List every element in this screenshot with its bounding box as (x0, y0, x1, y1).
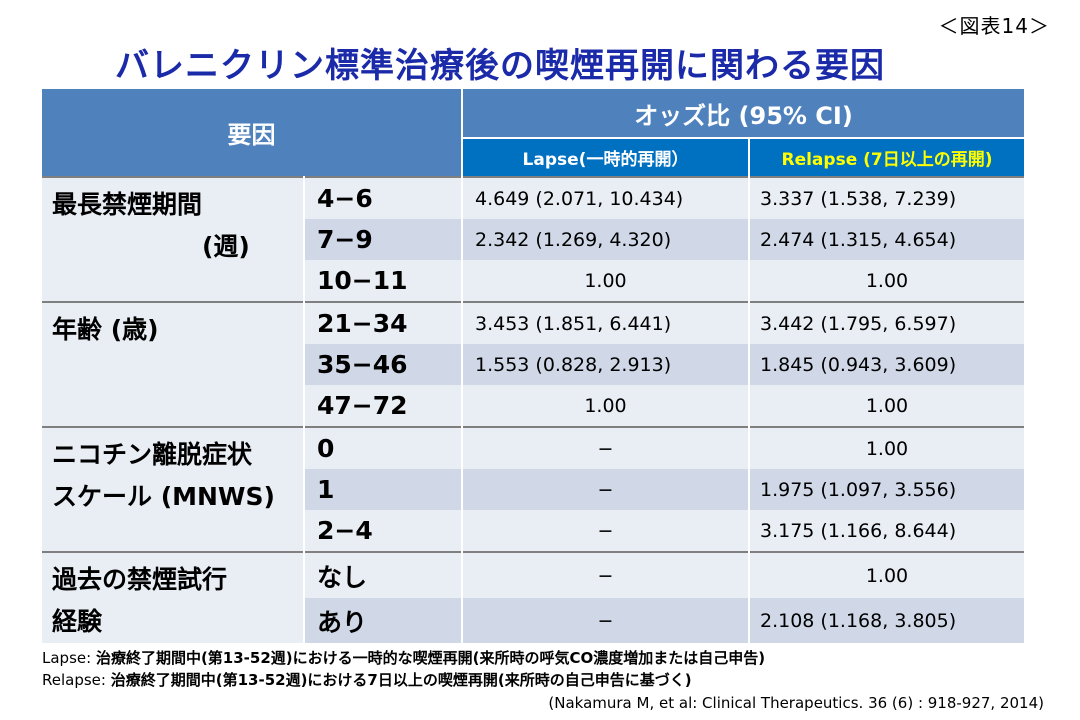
relapse-cell: 2.108 (1.168, 3.805) (749, 598, 1025, 643)
header-lapse: Lapse(一時的再開） (462, 138, 750, 177)
level-cell: 35−46 (304, 344, 463, 385)
group-label: 年齢 (歳) (42, 301, 305, 427)
relapse-definition: 治療終了期間中(第13-52週)における7日以上の喫煙再開(来所時の自己申告に基… (110, 671, 692, 689)
lapse-cell: − (462, 510, 750, 552)
level-cell: 47−72 (304, 385, 463, 427)
level-cell: 2−4 (304, 510, 463, 552)
table-row: 1 − 1.975 (1.097, 3.556) (42, 469, 1025, 510)
relapse-cell: 2.474 (1.315, 4.654) (749, 219, 1025, 260)
relapse-cell: 1.975 (1.097, 3.556) (749, 469, 1025, 510)
level-cell: あり (304, 598, 463, 643)
group-label-main: 年齢 (歳) (52, 315, 159, 344)
lapse-cell: 3.453 (1.851, 6.441) (462, 301, 750, 344)
group-label-sub: (週) (202, 232, 250, 261)
group-label-main: 過去の禁煙試行 (52, 565, 228, 594)
table-row: 年齢 (歳) 21−34 3.453 (1.851, 6.441) 3.442 … (42, 301, 1025, 427)
level-cell: 21−34 (304, 301, 463, 344)
header-factor: 要因 (42, 89, 463, 177)
level-cell: なし (304, 550, 463, 599)
table-row: あり − 2.108 (1.168, 3.805) (42, 598, 1025, 643)
lapse-cell: − (462, 550, 750, 599)
table-row: 7−9 2.342 (1.269, 4.320) 2.474 (1.315, 4… (42, 219, 1025, 260)
group-label-sub: 経験 (52, 607, 103, 636)
citation: (Nakamura M, et al: Clinical Therapeutic… (548, 694, 1044, 712)
table-row: 過去の禁煙試行 経験 なし − 1.00 (42, 550, 1025, 643)
table-row: 35−46 1.553 (0.828, 2.913) 1.845 (0.943,… (42, 344, 1025, 385)
level-cell: 10−11 (304, 260, 463, 302)
group-label: 最長禁煙期間 (週) (42, 176, 305, 302)
page-title: バレニクリン標準治療後の喫煙再開に関わる要因 (115, 46, 885, 86)
level-cell: 4−6 (304, 176, 463, 219)
table-row: ニコチン離脱症状 スケール (MNWS) 0 − 1.00 (42, 426, 1025, 552)
lapse-cell: − (462, 469, 750, 510)
table-row: 最長禁煙期間 (週) 4−6 4.649 (2.071, 10.434) 3.3… (42, 176, 1025, 302)
relapse-cell: 1.845 (0.943, 3.609) (749, 344, 1025, 385)
relapse-term: Relapse: (42, 671, 106, 689)
relapse-cell: 1.00 (749, 385, 1025, 427)
relapse-cell: 1.00 (749, 426, 1025, 469)
figure-label: ＜図表14＞ (938, 14, 1050, 38)
table-row: 10−11 1.00 1.00 (42, 260, 1025, 302)
lapse-term: Lapse: (42, 649, 92, 667)
header-odds-ratio: オッズ比 (95% CI) (462, 89, 1025, 139)
lapse-cell: 1.00 (462, 260, 750, 302)
lapse-cell: 1.00 (462, 385, 750, 427)
lapse-cell: 2.342 (1.269, 4.320) (462, 219, 750, 260)
relapse-footnote: Relapse: 治療終了期間中(第13-52週)における7日以上の喫煙再開(来… (42, 669, 765, 691)
odds-ratio-table: 要因 オッズ比 (95% CI) Lapse(一時的再開） Relapse (7… (42, 89, 1025, 643)
header-relapse: Relapse (7日以上の再開) (749, 138, 1025, 177)
lapse-cell: − (462, 426, 750, 469)
header-row-1: 要因 オッズ比 (95% CI) (42, 89, 1025, 177)
table-row: 47−72 1.00 1.00 (42, 385, 1025, 427)
relapse-cell: 3.175 (1.166, 8.644) (749, 510, 1025, 552)
group-label-sub: スケール (MNWS) (52, 482, 275, 511)
lapse-footnote: Lapse: 治療終了期間中(第13-52週)における一時的な喫煙再開(来所時の… (42, 647, 765, 669)
level-cell: 0 (304, 426, 463, 469)
footnotes: Lapse: 治療終了期間中(第13-52週)における一時的な喫煙再開(来所時の… (42, 647, 765, 691)
group-label: 過去の禁煙試行 経験 (42, 551, 305, 643)
header-row-2: Lapse(一時的再開） Relapse (7日以上の再開) (42, 138, 1025, 177)
level-cell: 7−9 (304, 219, 463, 260)
lapse-cell: − (462, 598, 750, 643)
relapse-cell: 3.442 (1.795, 6.597) (749, 301, 1025, 344)
lapse-cell: 4.649 (2.071, 10.434) (462, 176, 750, 219)
lapse-definition: 治療終了期間中(第13-52週)における一時的な喫煙再開(来所時の呼気CO濃度増… (95, 649, 766, 667)
group-label-main: 最長禁煙期間 (52, 190, 203, 219)
relapse-cell: 1.00 (749, 260, 1025, 302)
lapse-cell: 1.553 (0.828, 2.913) (462, 344, 750, 385)
relapse-cell: 3.337 (1.538, 7.239) (749, 176, 1025, 219)
group-label-main: ニコチン離脱症状 (52, 440, 253, 469)
level-cell: 1 (304, 469, 463, 510)
relapse-cell: 1.00 (749, 550, 1025, 599)
table-row: 2−4 − 3.175 (1.166, 8.644) (42, 510, 1025, 552)
group-label: ニコチン離脱症状 スケール (MNWS) (42, 426, 305, 552)
